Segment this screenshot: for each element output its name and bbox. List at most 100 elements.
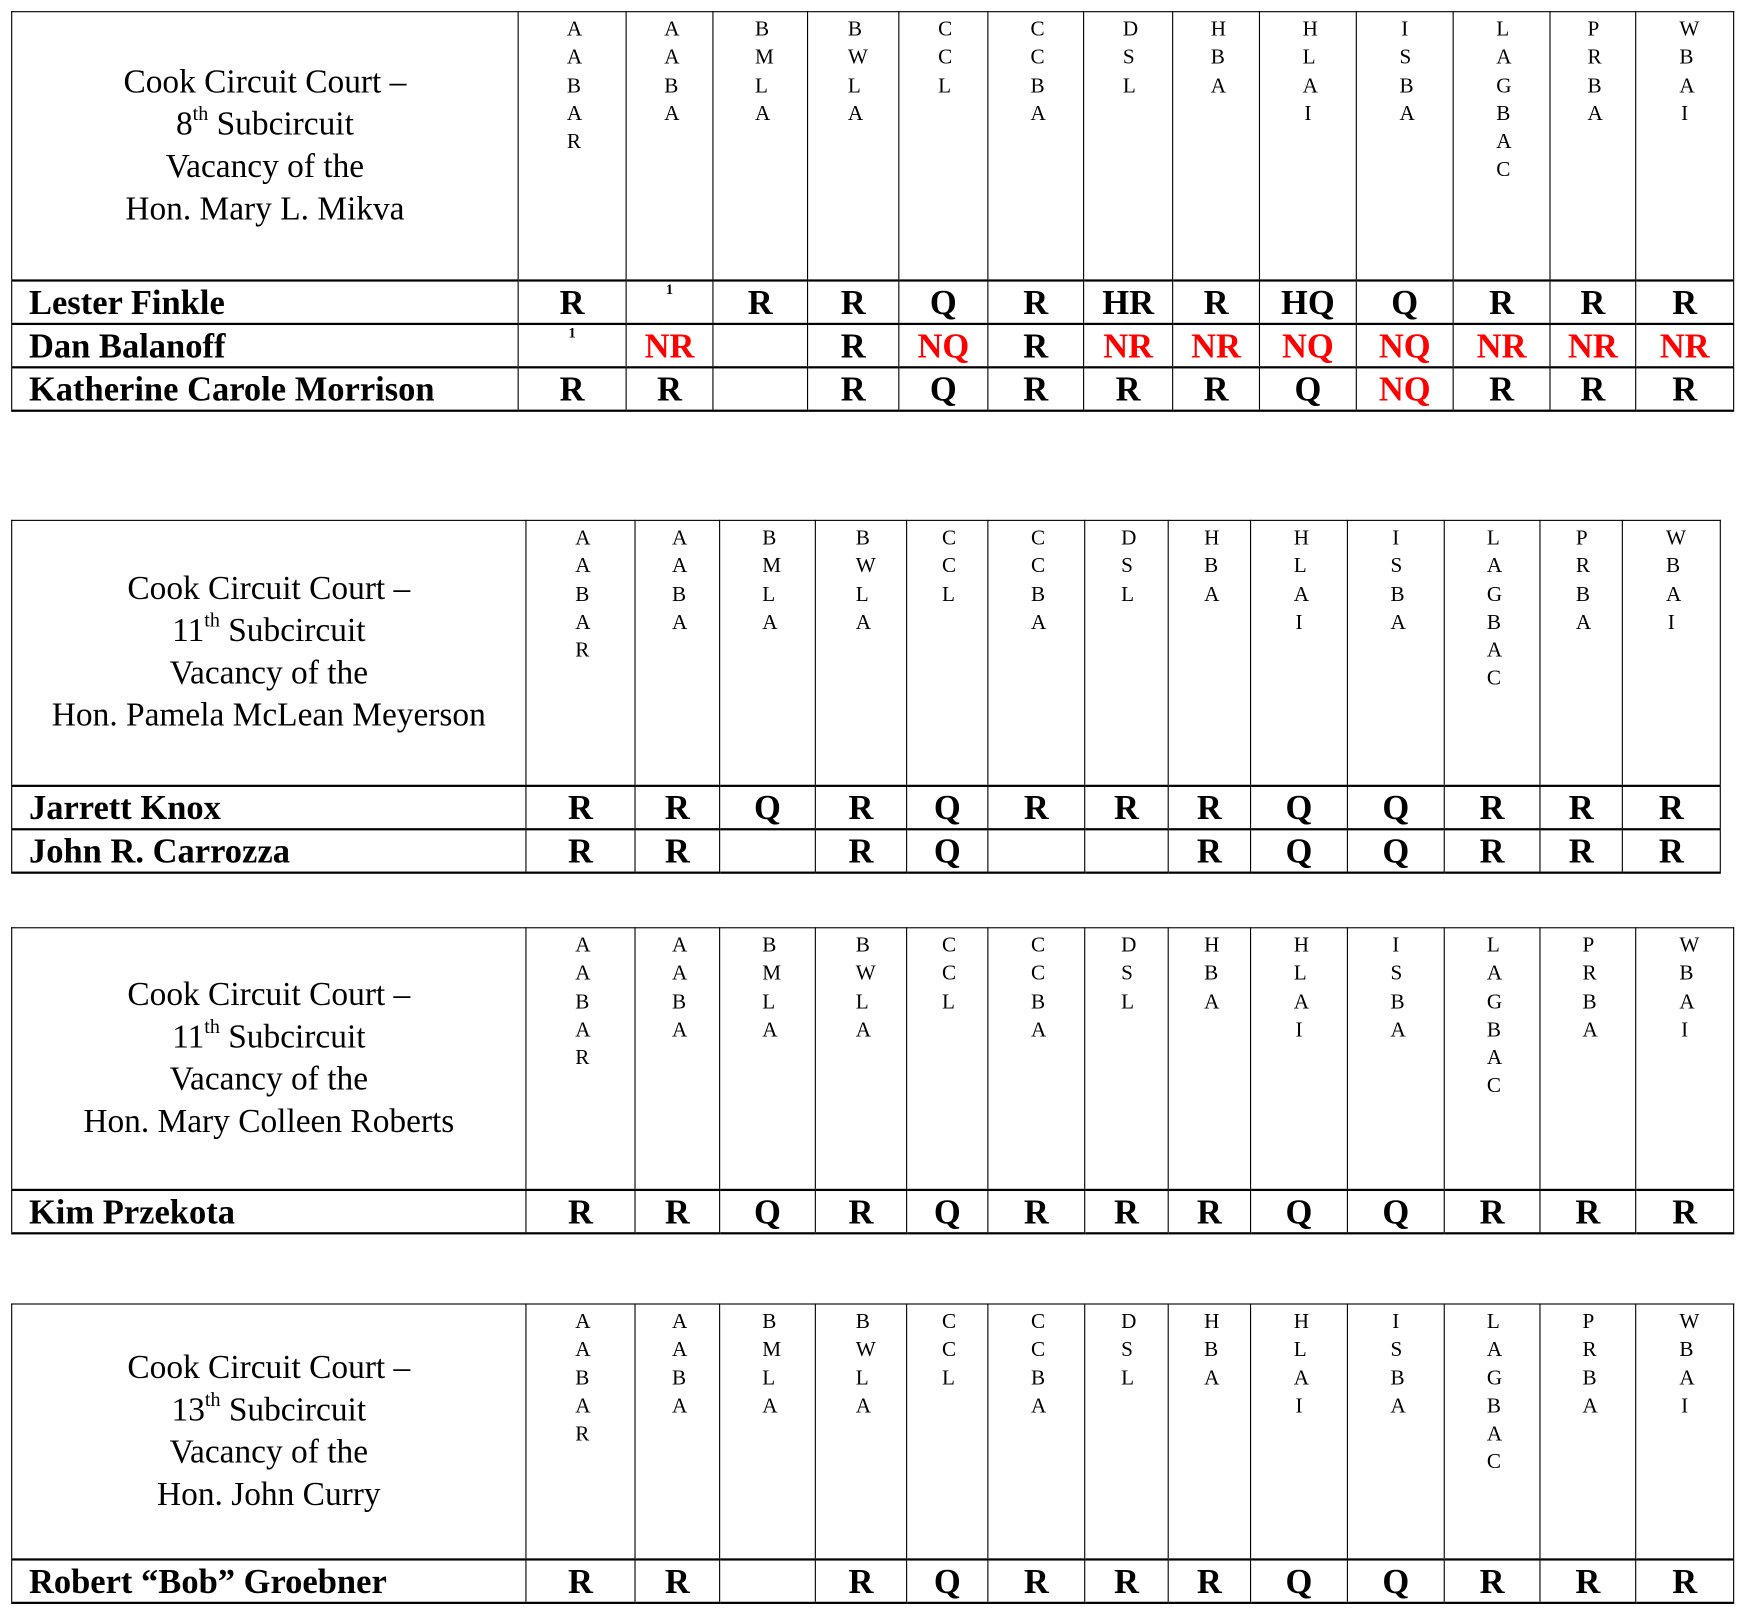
- org-abbreviation: PRBA: [1582, 1310, 1598, 1418]
- rating-cell: NR: [1635, 322, 1735, 368]
- rating-cell: NQ: [898, 322, 989, 368]
- rating-cell: R: [634, 1188, 721, 1234]
- org-header-hlai: HLAI: [1258, 11, 1357, 281]
- org-header-bwla: BWLA: [814, 1303, 908, 1560]
- org-abbreviation: CCL: [941, 526, 957, 607]
- org-header-bmla: BMLA: [719, 1303, 816, 1560]
- org-header-aaba: AABA: [634, 1303, 721, 1560]
- org-header-lagbac: LAGBAC: [1443, 519, 1541, 786]
- rating-cell: NQ: [1355, 322, 1454, 368]
- rating-cell: R: [987, 322, 1085, 368]
- rating-cell: NR: [625, 322, 714, 368]
- rating-cell: NR: [1549, 322, 1637, 368]
- title-line-4: Hon. John Curry: [157, 1475, 381, 1513]
- rating-cell: HR: [1083, 278, 1174, 325]
- candidate-row: Katherine Carole Morrison R R R Q R R R Q NQ R R R: [11, 365, 1735, 412]
- rating-cell: R: [712, 278, 809, 325]
- org-abbreviation: PRBA: [1575, 526, 1592, 635]
- org-header-aabar: AABAR: [525, 1303, 636, 1560]
- ratings-table: Cook Circuit Court – 11th Subcircuit Vac…: [11, 927, 1735, 1234]
- rating-cell: R: [806, 278, 900, 325]
- org-abbreviation: PRBA: [1587, 17, 1603, 126]
- candidate-name: Lester Finkle: [11, 278, 519, 325]
- subcircuit-number: 11: [172, 612, 205, 650]
- org-abbreviation: BMLA: [762, 526, 782, 635]
- ratings-table: Cook Circuit Court – 13th Subcircuit Vac…: [11, 1303, 1735, 1604]
- rating-cell: R: [517, 365, 627, 412]
- org-header-isba: ISBA: [1355, 11, 1454, 281]
- rating-cell: Q: [906, 1557, 989, 1604]
- title-line-2: 11th Subcircuit: [12, 610, 525, 652]
- rating-cell: R: [987, 1557, 1086, 1604]
- org-header-wbai: WBAI: [1635, 927, 1735, 1190]
- rating-cell: R: [1167, 827, 1252, 874]
- rating-cell: R: [634, 827, 721, 874]
- org-header-dsl: DSL: [1084, 519, 1169, 786]
- vacancy-title: Cook Circuit Court – 8th Subcircuit Vaca…: [11, 11, 519, 281]
- rating-cell: R: [1167, 1188, 1252, 1234]
- rating-cell: R: [1621, 827, 1721, 874]
- candidate-row: Jarrett Knox R R Q R Q R R R Q Q R R R: [11, 784, 1721, 830]
- org-header-isba: ISBA: [1346, 927, 1445, 1190]
- org-header-bmla: BMLA: [719, 519, 816, 786]
- org-header-lagbac: LAGBAC: [1443, 1303, 1541, 1560]
- org-header-hba: HBA: [1167, 927, 1252, 1190]
- footnote-marker[interactable]: 1: [568, 323, 576, 341]
- rating-cell: R: [1539, 1557, 1637, 1604]
- rating-cell: Q: [1346, 784, 1445, 830]
- org-abbreviation: BMLA: [762, 1310, 782, 1418]
- org-abbreviation: AABAR: [575, 933, 591, 1070]
- org-header-isba: ISBA: [1346, 519, 1445, 786]
- rating-cell: [719, 827, 816, 874]
- rating-cell: NQ: [1258, 322, 1357, 368]
- org-abbreviation: CCBA: [1030, 17, 1046, 126]
- org-abbreviation: ISBA: [1390, 933, 1406, 1042]
- org-header-aaba: AABA: [634, 927, 721, 1190]
- rating-cell: R: [1084, 1557, 1169, 1604]
- org-abbreviation: CCBA: [1031, 526, 1047, 635]
- rating-cell: [987, 827, 1086, 874]
- ordinal-suffix: th: [192, 102, 209, 125]
- org-abbreviation: ISBA: [1390, 526, 1406, 635]
- rating-cell: R: [987, 1188, 1086, 1234]
- rating-cell: R: [1635, 1557, 1735, 1604]
- footnote-marker[interactable]: 1: [665, 279, 674, 297]
- org-header-bwla: BWLA: [806, 11, 900, 281]
- org-abbreviation: HBA: [1204, 526, 1220, 607]
- candidate-name: Katherine Carole Morrison: [11, 365, 519, 412]
- rating-cell: R: [1635, 365, 1735, 412]
- org-abbreviation: WBAI: [1679, 933, 1700, 1042]
- rating-cell: R: [1443, 827, 1541, 874]
- rating-cell: R: [1084, 1188, 1169, 1234]
- title-line-4: Hon. Mary L. Mikva: [125, 190, 405, 227]
- rating-cell: R: [1084, 784, 1169, 830]
- org-header-aaba: AABA: [634, 519, 721, 786]
- vacancy-title: Cook Circuit Court – 11th Subcircuit Vac…: [11, 927, 527, 1190]
- subcircuit-number: 13: [171, 1391, 205, 1428]
- org-header-wbai: WBAI: [1635, 1303, 1735, 1560]
- ratings-table: Cook Circuit Court – 8th Subcircuit Vaca…: [11, 11, 1735, 412]
- org-abbreviation: HLAI: [1293, 933, 1309, 1042]
- org-header-hlai: HLAI: [1250, 1303, 1348, 1560]
- org-abbreviation: CCBA: [1031, 933, 1047, 1042]
- rating-cell: R: [525, 1188, 636, 1234]
- org-header-aabar: AABAR: [517, 11, 627, 281]
- org-header-ccba: CCBA: [987, 519, 1086, 786]
- rating-cell: R: [1172, 278, 1261, 325]
- candidate-name: John R. Carrozza: [11, 827, 527, 874]
- rating-cell: Q: [719, 1188, 816, 1234]
- org-header-ccl: CCL: [906, 1303, 989, 1560]
- title-line-2: 8th Subcircuit: [12, 103, 517, 145]
- rating-cell: R: [1167, 784, 1252, 830]
- org-abbreviation: BMLA: [754, 17, 774, 126]
- title-line-3: Vacancy of the: [169, 1060, 369, 1098]
- rating-cell: Q: [1250, 827, 1348, 874]
- rating-cell: HQ: [1258, 278, 1357, 325]
- org-abbreviation: WBAI: [1679, 1310, 1700, 1418]
- org-abbreviation: BWLA: [855, 1310, 876, 1418]
- org-header-ccl: CCL: [906, 927, 989, 1190]
- org-abbreviation: CCBA: [1031, 1310, 1047, 1418]
- org-abbreviation: WBAI: [1666, 526, 1686, 635]
- rating-cell: Q: [906, 1188, 989, 1234]
- org-abbreviation: AABAR: [575, 1310, 591, 1447]
